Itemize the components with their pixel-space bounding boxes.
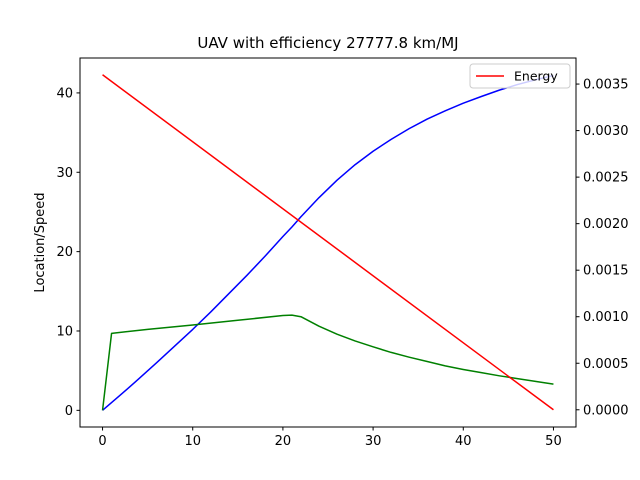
x-tick-label: 0 — [98, 434, 106, 449]
y2-tick-label: 0.0010 — [583, 310, 629, 325]
legend: Energy — [469, 63, 571, 89]
y-tick-label: 30 — [56, 166, 73, 181]
y2-tick-label: 0.0025 — [583, 171, 629, 186]
x-tick-label: 10 — [184, 434, 201, 449]
y2-tick-label: 0.0000 — [583, 403, 629, 418]
legend-label: Energy — [514, 69, 558, 84]
plot-area: 0 10 20 30 40 50 0 10 20 30 40 0.0000 0.0005 0.0010 0.… — [56, 57, 629, 449]
y2-tick-label: 0.0015 — [583, 264, 629, 279]
y-tick-label: 0 — [65, 404, 73, 419]
series-line-2 — [101, 314, 554, 411]
y-tick-label: 20 — [56, 245, 73, 260]
y-tick-label: 10 — [56, 324, 73, 339]
y2-tick-label: 0.0005 — [583, 357, 629, 372]
x-tick-label: 40 — [455, 434, 472, 449]
series-line-3 — [102, 74, 554, 411]
plot-frame — [79, 57, 577, 428]
y-axis-label: Location/Speed — [33, 192, 48, 292]
series-line-1 — [102, 74, 554, 411]
y2-tick-label: 0.0035 — [583, 78, 629, 93]
y2-tick-label: 0.0020 — [583, 217, 629, 232]
y-tick-label: 40 — [56, 86, 73, 101]
legend-box — [469, 63, 571, 89]
x-tick-label: 30 — [365, 434, 382, 449]
y2-tick-label: 0.0030 — [583, 124, 629, 139]
x-tick-label: 20 — [275, 434, 292, 449]
x-tick-label: 50 — [545, 434, 562, 449]
chart-title: UAV with efficiency 27777.8 km/MJ — [197, 34, 458, 52]
